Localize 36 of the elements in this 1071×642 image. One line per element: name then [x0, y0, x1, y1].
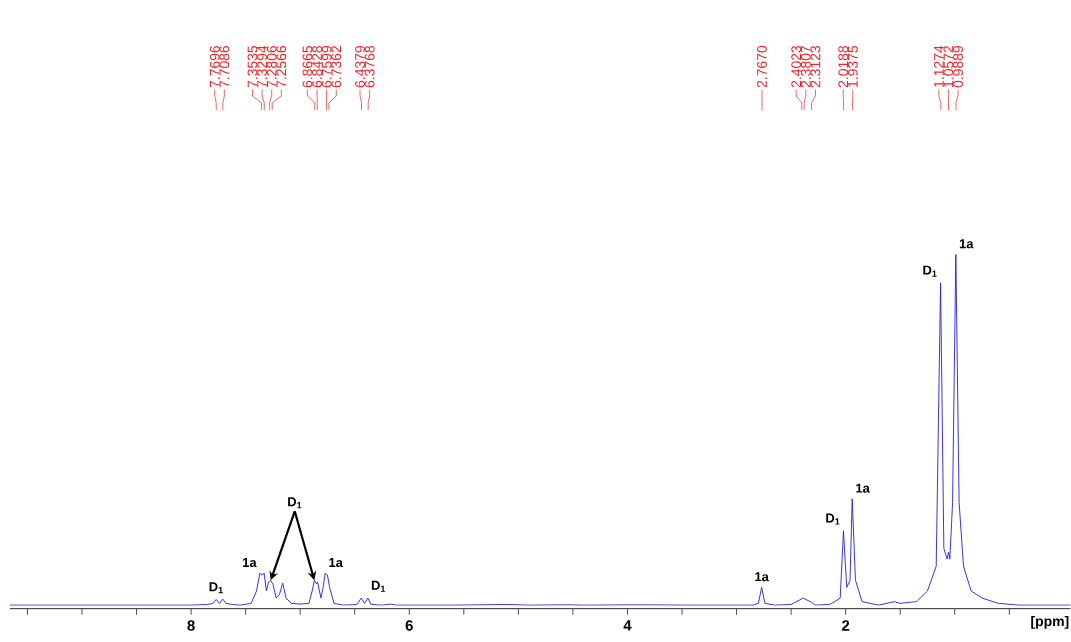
- annotation: 6.8665: [302, 46, 313, 88]
- annotation: 7.3535: [247, 46, 258, 88]
- annotation: 1a: [243, 558, 257, 568]
- annotation: 1a: [755, 572, 769, 582]
- annotation: D$_{1}$: [288, 497, 302, 509]
- x-axis-title: [ppm]: [1031, 616, 1069, 630]
- annotation: 1a: [856, 483, 870, 493]
- x-tick-label: 8: [187, 620, 195, 631]
- annotation: 1.9375: [847, 46, 858, 88]
- annotation: 6.7599: [321, 46, 332, 88]
- x-tick-label: 6: [405, 620, 413, 631]
- annotation: 6.3768: [364, 46, 375, 88]
- annotation: 2.3807: [800, 46, 811, 88]
- x-tick-label: 2: [842, 620, 850, 631]
- annotation: 1a: [329, 558, 343, 568]
- annotation: 2.4023: [791, 46, 802, 88]
- annotation: 1.1274: [933, 45, 944, 88]
- annotation: 7.2806: [266, 46, 277, 88]
- annotation: 0.9889: [953, 46, 963, 88]
- annotation: 7.3294: [257, 45, 268, 88]
- annotation: 2.3123: [810, 46, 821, 88]
- annotation: D$_{1}$: [923, 265, 937, 277]
- annotation: D$_{1}$: [371, 581, 386, 593]
- annotation: D$_{1}$: [209, 582, 223, 594]
- annotation: 2.0188: [838, 46, 849, 88]
- annotation: 7.2566: [276, 46, 287, 88]
- annotation: D$_{1}$: [826, 513, 840, 525]
- annotation: 7.7696: [209, 46, 220, 88]
- annotation: 1.0572: [943, 46, 954, 88]
- annotation: 7.7086: [219, 46, 230, 88]
- x-tick-label: 4: [623, 620, 632, 631]
- annotation: 6.8428: [312, 46, 322, 88]
- annotation: 6.7362: [331, 46, 342, 88]
- annotation: 6.4379: [355, 46, 365, 88]
- annotation: 2.7670: [757, 46, 767, 88]
- annotation: 1a: [959, 239, 974, 249]
